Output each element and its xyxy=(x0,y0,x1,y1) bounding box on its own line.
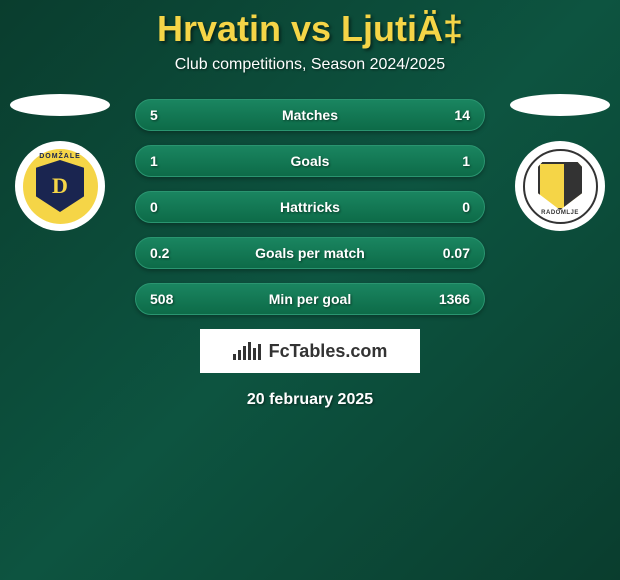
stat-label: Goals per match xyxy=(255,245,365,261)
stat-value-left: 508 xyxy=(150,291,190,307)
shield-stripe-right xyxy=(564,164,580,208)
team-badge-right-text: RADOMLJE xyxy=(541,210,579,216)
stat-row: 508 Min per goal 1366 xyxy=(135,283,485,315)
stat-value-right: 1366 xyxy=(430,291,470,307)
date-label: 20 february 2025 xyxy=(0,391,620,409)
logo-box[interactable]: FcTables.com xyxy=(200,329,420,373)
page-title: Hrvatin vs LjutiÄ‡ xyxy=(0,8,620,50)
stat-value-left: 0.2 xyxy=(150,245,190,261)
shield-letter-left: D xyxy=(52,173,68,199)
stat-row: 0 Hattricks 0 xyxy=(135,191,485,223)
stat-label: Min per goal xyxy=(269,291,351,307)
team-badge-right-inner: RADOMLJE xyxy=(523,149,598,224)
stat-label: Goals xyxy=(291,153,330,169)
chart-bar xyxy=(253,348,256,360)
team-right-column: RADOMLJE xyxy=(510,94,610,231)
stat-value-right: 0.07 xyxy=(430,245,470,261)
chart-bar xyxy=(258,344,261,360)
stat-value-right: 1 xyxy=(430,153,470,169)
stat-row: 5 Matches 14 xyxy=(135,99,485,131)
stat-value-left: 0 xyxy=(150,199,190,215)
content-area: DOMŽALE D RADOMLJE 5 Matches 14 1 G xyxy=(0,94,620,409)
chart-bar xyxy=(243,346,246,360)
stat-label: Hattricks xyxy=(280,199,340,215)
team-badge-left-inner: DOMŽALE D xyxy=(23,149,98,224)
stat-value-right: 0 xyxy=(430,199,470,215)
team-badge-right: RADOMLJE xyxy=(515,141,605,231)
stat-value-right: 14 xyxy=(430,107,470,123)
team-badge-left-text: DOMŽALE xyxy=(39,153,81,160)
stat-label: Matches xyxy=(282,107,338,123)
stats-container: 5 Matches 14 1 Goals 1 0 Hattricks 0 0.2… xyxy=(135,94,485,315)
shield-icon-right xyxy=(538,162,582,210)
player-name-oval-right xyxy=(510,94,610,116)
stat-row: 1 Goals 1 xyxy=(135,145,485,177)
team-left-column: DOMŽALE D xyxy=(10,94,110,231)
logo-text: FcTables.com xyxy=(269,341,388,362)
chart-icon xyxy=(233,342,261,360)
stat-row: 0.2 Goals per match 0.07 xyxy=(135,237,485,269)
stat-value-left: 5 xyxy=(150,107,190,123)
chart-bar xyxy=(238,350,241,360)
player-name-oval-left xyxy=(10,94,110,116)
stat-value-left: 1 xyxy=(150,153,190,169)
header: Hrvatin vs LjutiÄ‡ Club competitions, Se… xyxy=(0,0,620,74)
team-badge-left: DOMŽALE D xyxy=(15,141,105,231)
chart-bar xyxy=(248,342,251,360)
shield-icon-left: D xyxy=(36,160,84,212)
page-subtitle: Club competitions, Season 2024/2025 xyxy=(0,56,620,74)
chart-bar xyxy=(233,354,236,360)
